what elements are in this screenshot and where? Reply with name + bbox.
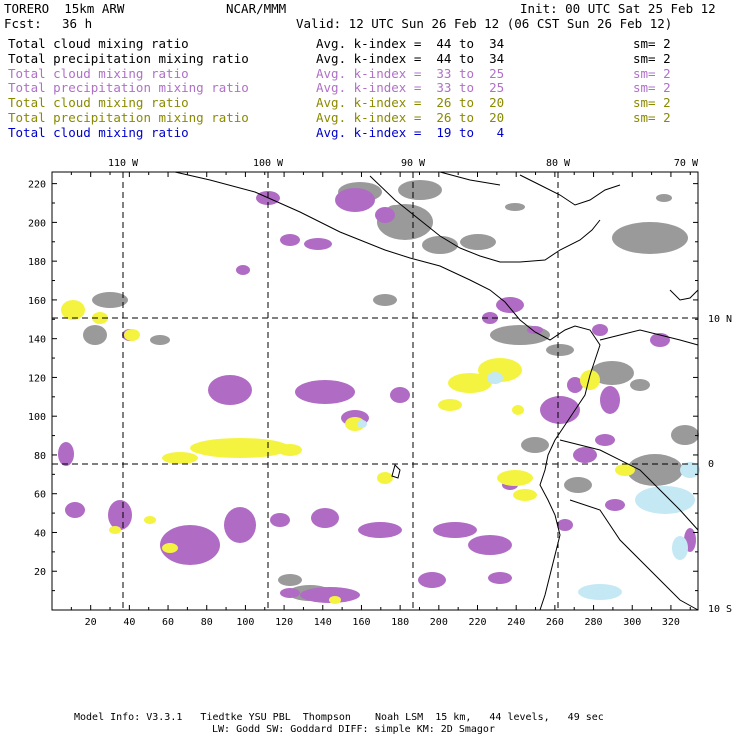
y-tick-label: 160 <box>28 296 46 307</box>
axis-ticks: 20 40 60 80 100 120 140 160 180 200 220 240 260 280 30… <box>28 172 698 628</box>
legend-kindex: Avg. k-index = 26 to 20 <box>316 110 505 125</box>
x-tick-label: 60 <box>162 617 174 628</box>
forecast-hour: 36 h <box>62 16 93 31</box>
longitude-label: 80 W <box>546 158 571 169</box>
valid-time: Valid: 12 UTC Sun 26 Feb 12 (06 CST Sun … <box>296 16 673 31</box>
longitude-label: 90 W <box>401 158 426 169</box>
y-tick-label: 220 <box>28 180 46 191</box>
x-tick-label: 200 <box>430 617 448 628</box>
y-tick-label: 60 <box>34 490 46 501</box>
model-info: Model Info: V3.3.1 Tiedtke YSU PBL Thomp… <box>74 712 604 723</box>
x-tick-label: 120 <box>275 617 293 628</box>
cloud-field-yellow <box>61 300 635 604</box>
legend-smooth: sm= 2 <box>633 65 671 81</box>
forecast-label: Fcst: <box>4 16 42 31</box>
y-tick-label: 100 <box>28 412 46 423</box>
cloud-field-purple <box>58 188 696 603</box>
x-tick-label: 280 <box>585 617 603 628</box>
longitude-label: 70 W <box>674 158 699 169</box>
x-tick-label: 240 <box>507 617 525 628</box>
latitude-label: 10 S <box>708 604 732 615</box>
legend-field: Total precipitation mixing ratio <box>8 110 249 125</box>
y-tick-label: 140 <box>28 335 46 346</box>
legend-smooth: sm= 2 <box>633 80 671 96</box>
legend-field: Total cloud mixing ratio <box>8 124 189 140</box>
y-tick-label: 80 <box>34 451 46 462</box>
legend-field: Total cloud mixing ratio <box>8 65 189 81</box>
legend-smooth: sm= 2 <box>633 50 671 66</box>
longitude-label: 110 W <box>108 158 139 169</box>
physics-info: LW: Godd SW: Goddard DIFF: simple KM: 2D… <box>212 724 495 735</box>
y-tick-label: 200 <box>28 218 46 229</box>
legend-kindex: Avg. k-index = 44 to 34 <box>316 36 505 51</box>
x-tick-label: 300 <box>623 617 641 628</box>
model-title: TORERO 15km ARW <box>4 1 125 16</box>
longitude-labels: 110 W 100 W 90 W 80 W 70 W <box>108 158 699 169</box>
legend-kindex: Avg. k-index = 26 to 20 <box>316 95 505 111</box>
legend-field: Total precipitation mixing ratio <box>8 50 249 66</box>
x-tick-label: 80 <box>201 617 213 628</box>
legend-smooth: sm= 2 <box>633 110 671 125</box>
y-tick-label: 180 <box>28 257 46 268</box>
x-tick-label: 180 <box>391 617 409 628</box>
y-tick-label: 40 <box>34 528 46 539</box>
legend-kindex: Avg. k-index = 33 to 25 <box>316 65 505 81</box>
latitude-label: 10 N <box>708 314 732 325</box>
legend-kindex: Avg. k-index = 33 to 25 <box>316 80 505 96</box>
longitude-label: 100 W <box>253 158 284 169</box>
x-tick-label: 320 <box>662 617 680 628</box>
legend-kindex: Avg. k-index = 19 to 4 <box>316 124 505 140</box>
x-tick-label: 20 <box>85 617 97 628</box>
organization-title: NCAR/MMM <box>226 1 287 16</box>
x-tick-label: 260 <box>546 617 564 628</box>
y-tick-label: 20 <box>34 567 46 578</box>
x-tick-label: 40 <box>123 617 135 628</box>
x-tick-label: 140 <box>314 617 332 628</box>
latitude-label: 0 <box>708 459 714 470</box>
legend-field: Total cloud mixing ratio <box>8 95 189 111</box>
x-tick-label: 160 <box>352 617 370 628</box>
map-frame <box>51 171 699 611</box>
legend-smooth: sm= 2 <box>633 36 671 51</box>
cloud-fields <box>58 180 700 604</box>
init-time: Init: 00 UTC Sat 25 Feb 12 <box>520 1 716 16</box>
x-tick-label: 220 <box>468 617 486 628</box>
y-tick-label: 120 <box>28 373 46 384</box>
cloud-field-lightblue <box>357 372 700 600</box>
legend-field: Total precipitation mixing ratio <box>8 80 249 96</box>
legend-kindex: Avg. k-index = 44 to 34 <box>316 50 505 66</box>
legend-smooth: sm= 2 <box>633 95 671 111</box>
legend-field: Total cloud mixing ratio <box>8 36 189 51</box>
x-tick-label: 100 <box>236 617 254 628</box>
lat-lon-grid <box>52 172 698 610</box>
coastline <box>174 171 699 611</box>
latitude-labels: 10 N 0 10 S <box>708 314 732 615</box>
